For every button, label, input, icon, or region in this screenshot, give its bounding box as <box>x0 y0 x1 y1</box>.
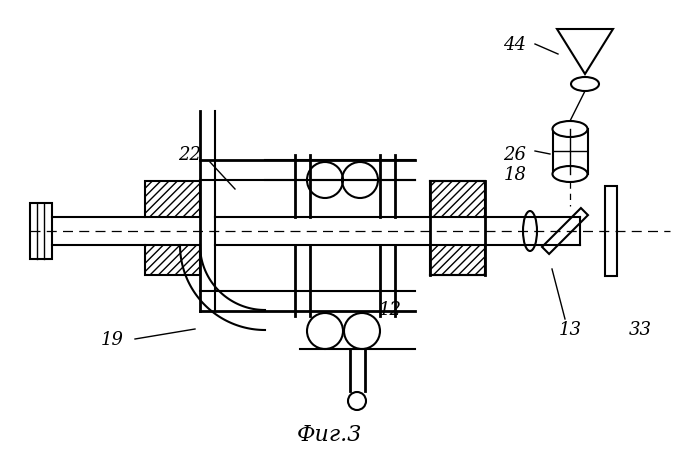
Bar <box>430 245 485 275</box>
Bar <box>430 181 485 218</box>
Bar <box>605 187 617 276</box>
Ellipse shape <box>552 122 587 138</box>
Text: 18: 18 <box>503 166 526 184</box>
Bar <box>145 245 200 275</box>
Ellipse shape <box>552 167 587 182</box>
Text: 33: 33 <box>628 320 651 338</box>
Bar <box>145 181 200 218</box>
Text: 44: 44 <box>503 36 526 54</box>
Text: 26: 26 <box>503 146 526 163</box>
Text: 19: 19 <box>101 330 124 348</box>
Polygon shape <box>557 30 613 75</box>
Bar <box>553 130 588 175</box>
Text: Фиг.3: Фиг.3 <box>297 423 362 445</box>
Ellipse shape <box>571 78 599 92</box>
Text: 13: 13 <box>559 320 582 338</box>
Text: 22: 22 <box>178 146 201 163</box>
Text: 12: 12 <box>378 300 401 319</box>
Ellipse shape <box>523 212 537 251</box>
Polygon shape <box>542 208 588 255</box>
Bar <box>30 204 52 259</box>
